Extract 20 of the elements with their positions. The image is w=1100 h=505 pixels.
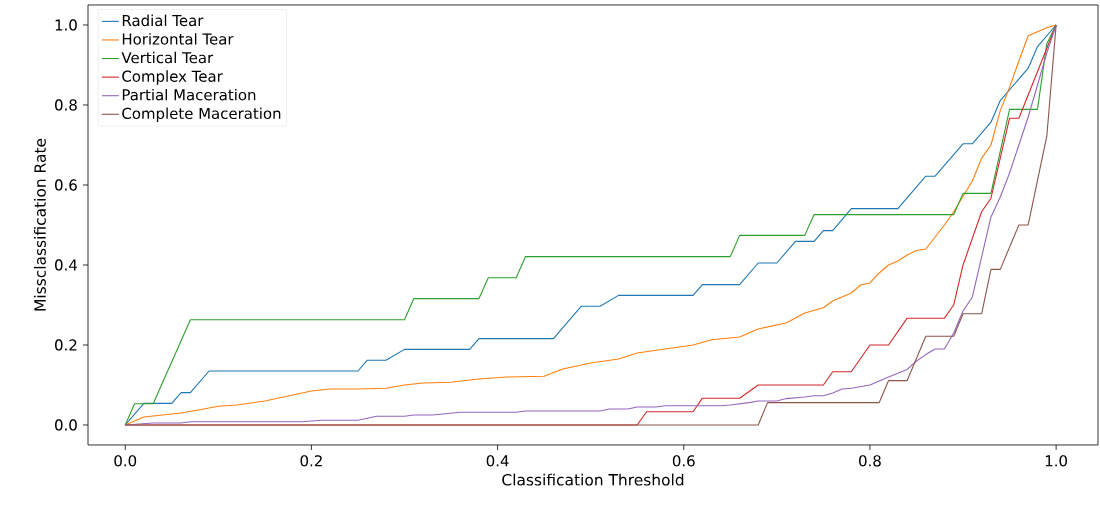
x-tick-label: 0.2 xyxy=(300,455,322,467)
legend-label: Radial Tear xyxy=(122,14,204,27)
y-tick-label: 0.0 xyxy=(55,419,77,431)
y-tick-label: 0.8 xyxy=(55,99,77,111)
x-tick-label: 0.8 xyxy=(859,455,881,467)
legend-label: Vertical Tear xyxy=(121,51,214,64)
y-tick-label: 0.2 xyxy=(55,339,77,351)
y-tick-label: 1.0 xyxy=(55,19,77,31)
x-tick-label: 1.0 xyxy=(1045,455,1067,467)
legend-label: Complete Maceration xyxy=(122,107,281,122)
x-tick-label: 0.4 xyxy=(486,455,509,467)
x-tick-label: 0.6 xyxy=(672,455,695,467)
y-tick-label: 0.6 xyxy=(55,179,77,191)
x-axis-title: Classification Threshold xyxy=(502,473,684,486)
y-tick-label: 0.4 xyxy=(55,259,77,271)
legend-label: Partial Maceration xyxy=(122,88,256,101)
legend-label: Horizontal Tear xyxy=(122,33,234,45)
x-tick-label: 0.0 xyxy=(114,455,137,467)
y-axis-title: Missclassification Rate xyxy=(33,138,46,311)
legend-label: Complex Tear xyxy=(122,70,223,85)
